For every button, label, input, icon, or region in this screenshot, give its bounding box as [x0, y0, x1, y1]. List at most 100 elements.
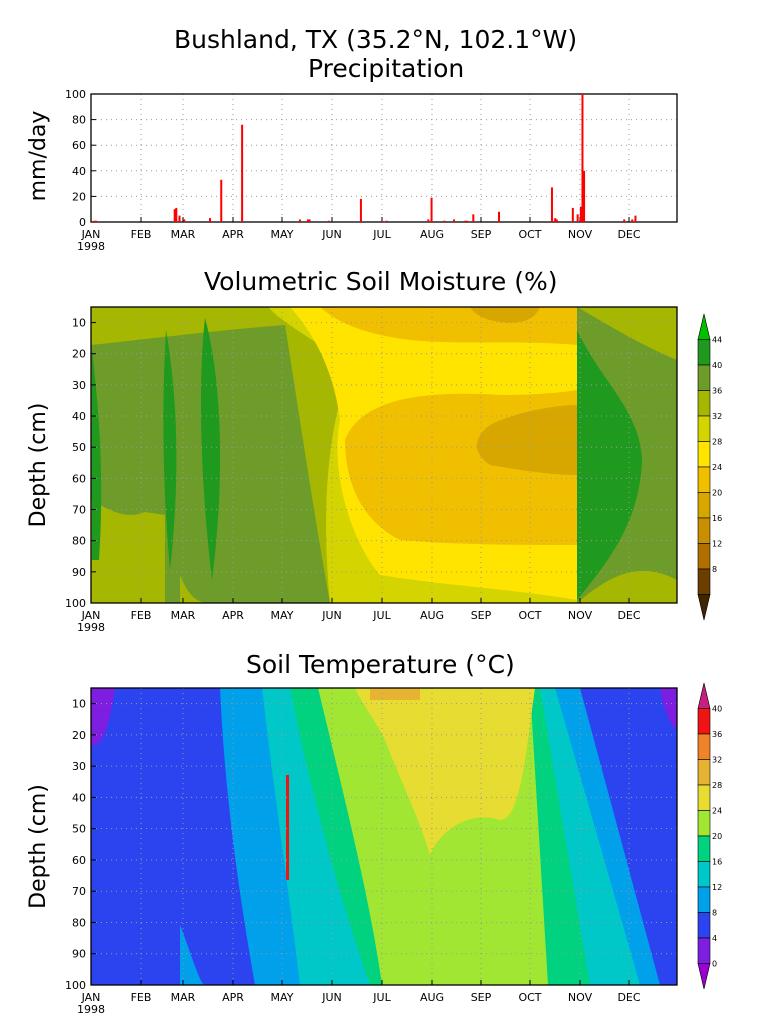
precip-xtick-label: OCT: [518, 228, 541, 241]
moisture-ytick-label: 20: [72, 348, 86, 361]
temperature-colorbar-cap-bottom: [697, 963, 711, 990]
moisture-ytick-label: 30: [72, 379, 86, 392]
temperature-xtick-label: JUN: [321, 991, 342, 1004]
precip-bar: [209, 218, 212, 222]
moisture-xtick-label: MAY: [271, 609, 294, 622]
temperature-ytick-label: 20: [72, 729, 86, 742]
precip-bar: [472, 214, 475, 222]
moisture-title: Volumetric Soil Moisture (%): [204, 267, 558, 296]
precip-bar: [465, 220, 468, 222]
moisture-field: [91, 307, 677, 603]
precip-xtick-label: JAN: [81, 228, 101, 241]
precip-year-label: 1998: [77, 240, 105, 253]
moisture-xtick-label: JAN: [81, 609, 101, 622]
precip-bar: [359, 198, 362, 222]
temperature-colorbar-segment: [697, 810, 711, 837]
moisture-ytick-label: 80: [72, 535, 86, 548]
temperature-colorbar-segment: [697, 912, 711, 939]
moisture-xtick-label: JUL: [372, 609, 391, 622]
precip-frame: [90, 93, 678, 223]
precip-xtick-label: SEP: [471, 228, 492, 241]
moisture-xtick-label: NOV: [568, 609, 593, 622]
temperature-colorbar-label: 28: [712, 781, 722, 790]
precip-bar: [175, 207, 178, 222]
precip-bar: [579, 206, 582, 222]
moisture-colorbar-cap-bottom: [697, 594, 711, 621]
precip-bar: [183, 219, 186, 222]
precip-xtick-label: JUL: [372, 228, 391, 241]
precip-ytick-label: 100: [65, 88, 86, 101]
moisture-ytick-label: 50: [72, 441, 86, 454]
temperature-ytick-label: 80: [72, 916, 86, 929]
precip-bar: [443, 220, 446, 222]
temperature-colorbar-label: 4: [712, 934, 717, 943]
precip-bar: [427, 219, 430, 222]
temperature-xtick-label: JAN: [81, 991, 101, 1004]
precip-xtick-label: APR: [222, 228, 244, 241]
precip-bar: [550, 187, 553, 222]
precip-bar: [385, 220, 388, 222]
temperature-colorbar-segment: [697, 937, 711, 964]
temperature-colorbar-segment: [697, 861, 711, 888]
moisture-frame: [90, 306, 678, 604]
moisture-colorbar-label: 36: [712, 387, 722, 396]
moisture-xtick-label: APR: [222, 609, 244, 622]
precip-bar: [327, 220, 330, 222]
precip-bar: [453, 219, 456, 222]
temperature-title: Soil Temperature (°C): [246, 650, 515, 679]
temperature-year-label: 1998: [77, 1003, 105, 1016]
precip-bar: [554, 218, 557, 222]
precip-xtick-label: DEC: [617, 228, 640, 241]
moisture-colorbar-label: 28: [712, 438, 722, 447]
moisture-xtick-label: DEC: [617, 609, 640, 622]
precip-xtick-label: FEB: [131, 228, 152, 241]
precip-bar: [581, 94, 584, 222]
moisture-xtick-label: JUN: [321, 609, 342, 622]
precip-ytick-label: 40: [72, 165, 86, 178]
precip-bar: [623, 219, 626, 222]
temperature-colorbar-cap-top: [697, 682, 711, 709]
moisture-xtick-label: OCT: [518, 609, 541, 622]
temperature-frame: [90, 687, 678, 986]
precip-bar: [95, 220, 98, 222]
temperature-ytick-label: 100: [65, 979, 86, 992]
temperature-ytick-label: 60: [72, 854, 86, 867]
precip-bar: [571, 207, 574, 222]
temperature-xtick-label: DEC: [617, 991, 640, 1004]
precip-xtick-label: AUG: [420, 228, 444, 241]
precip-bar: [631, 219, 634, 222]
precip-bar: [634, 215, 637, 222]
temperature-xtick-label: NOV: [568, 991, 593, 1004]
precip-ytick-label: 60: [72, 139, 86, 152]
temperature-xtick-label: APR: [222, 991, 244, 1004]
precip-bar: [298, 219, 301, 222]
moisture-xtick-label: AUG: [420, 609, 444, 622]
precip-bar: [308, 219, 311, 222]
temperature-colorbar-segment: [697, 784, 711, 811]
temperature-ytick-label: 90: [72, 948, 86, 961]
precip-ytick-label: 0: [79, 216, 86, 229]
precip-bar: [583, 170, 586, 222]
precip-title: Precipitation: [308, 54, 465, 83]
precip-xtick-label: NOV: [568, 228, 593, 241]
moisture-ylabel: Depth (cm): [26, 403, 51, 528]
moisture-ytick-label: 100: [65, 597, 86, 610]
precip-ylabel: mm/day: [26, 111, 51, 202]
precip-ytick-label: 80: [72, 114, 86, 127]
figure-title: Bushland, TX (35.2°N, 102.1°W): [174, 25, 578, 54]
temperature-colorbar-label: 12: [712, 883, 722, 892]
moisture-colorbar-label: 8: [712, 565, 717, 574]
temperature-ytick-label: 10: [72, 698, 86, 711]
moisture-colorbar-label: 24: [712, 463, 722, 472]
precip-bar: [93, 220, 96, 222]
temperature-ytick-label: 30: [72, 760, 86, 773]
temperature-colorbar-label: 24: [712, 807, 722, 816]
moisture-colorbar-label: 44: [712, 336, 722, 345]
moisture-xtick-label: SEP: [471, 609, 492, 622]
temperature-ylabel: Depth (cm): [26, 784, 51, 909]
temperature-colorbar-label: 40: [712, 705, 722, 714]
temperature-xtick-label: SEP: [471, 991, 492, 1004]
